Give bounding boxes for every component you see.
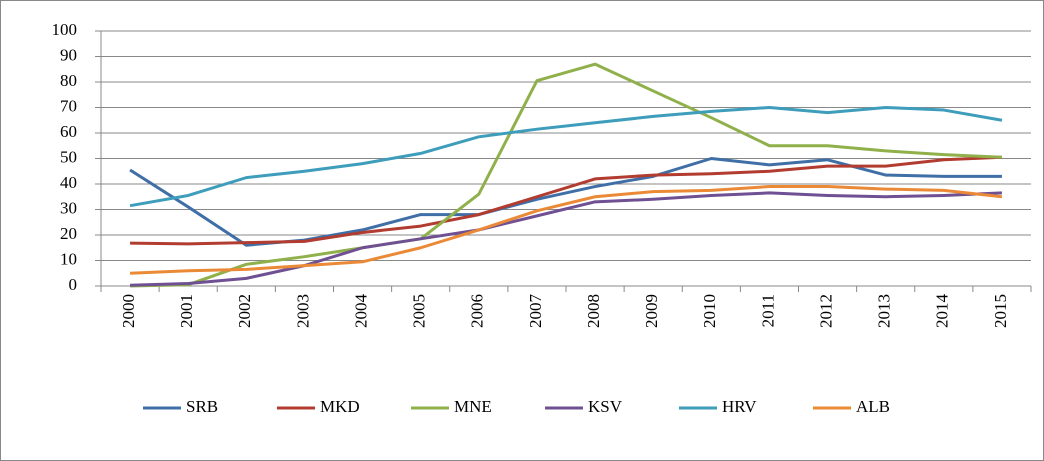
legend-label: MKD (320, 397, 360, 416)
y-tick-label: 50 (60, 147, 77, 166)
x-tick-label: 2005 (410, 294, 429, 328)
x-tick-label: 2010 (700, 294, 719, 328)
y-tick-label: 20 (60, 224, 77, 243)
y-tick-label: 80 (60, 71, 77, 90)
y-tick-label: 60 (60, 122, 77, 141)
y-tick-label: 0 (69, 275, 78, 294)
series-line (130, 62, 1003, 288)
legend-label: HRV (722, 397, 757, 416)
series-line (130, 191, 1003, 287)
x-tick-label: 2004 (351, 294, 370, 329)
y-tick-label: 10 (60, 249, 77, 268)
y-tick-label: 70 (60, 96, 77, 115)
x-tick-label: 2002 (235, 294, 254, 328)
y-tick-label: 90 (60, 45, 77, 64)
y-tick-label: 30 (60, 198, 77, 217)
series-line (129, 106, 1003, 208)
x-tick-label: 2001 (177, 294, 196, 328)
legend-label: MNE (454, 397, 492, 416)
legend-label: KSV (588, 397, 623, 416)
x-tick-label: 2014 (933, 294, 952, 329)
series-line (130, 155, 1003, 246)
x-tick-label: 2007 (526, 294, 545, 329)
legend-label: ALB (856, 397, 890, 416)
x-tick-label: 2008 (584, 294, 603, 328)
y-tick-label: 100 (52, 20, 78, 39)
series-line (129, 185, 1003, 275)
x-tick-label: 2006 (468, 294, 487, 328)
x-tick-label: 2009 (642, 294, 661, 328)
x-tick-label: 2000 (119, 294, 138, 328)
x-tick-label: 2011 (758, 294, 777, 327)
y-tick-label: 40 (60, 173, 77, 192)
x-tick-label: 2012 (816, 294, 835, 328)
x-tick-label: 2013 (875, 294, 894, 328)
legend-label: SRB (186, 397, 218, 416)
x-tick-label: 2015 (991, 294, 1010, 328)
x-tick-label: 2003 (293, 294, 312, 328)
